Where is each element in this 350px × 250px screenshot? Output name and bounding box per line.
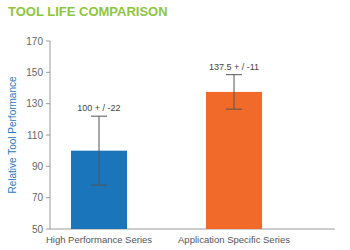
y-tick-label: 70 <box>32 192 44 203</box>
error-line <box>99 116 100 185</box>
error-cap <box>226 74 242 75</box>
y-tick-label: 130 <box>26 98 43 109</box>
error-cap <box>91 185 107 186</box>
x-tick-label: High Performance Series <box>46 234 152 245</box>
y-tick-label: 170 <box>26 36 43 47</box>
error-line <box>234 75 235 109</box>
error-bar <box>226 75 242 109</box>
y-tick-label: 110 <box>27 130 43 141</box>
y-tick <box>46 72 50 73</box>
y-axis-label: Relative Tool Performance <box>7 76 18 194</box>
bar <box>206 92 262 229</box>
y-tick <box>46 103 50 104</box>
data-label: 137.5 + / -11 <box>209 62 259 72</box>
chart-svg: TOOL LIFE COMPARISON Relative Tool Perfor… <box>0 0 350 250</box>
chart-container: TOOL LIFE COMPARISON Relative Tool Perfor… <box>0 0 350 250</box>
y-tick-label: 90 <box>32 161 44 172</box>
y-tick-label: 50 <box>32 224 44 235</box>
y-tick <box>46 197 50 198</box>
y-tick <box>46 41 50 42</box>
error-bar <box>91 116 107 185</box>
y-tick <box>46 166 50 167</box>
error-cap <box>91 116 107 117</box>
plot-area <box>71 75 262 229</box>
y-tick <box>46 229 50 230</box>
x-tick-label: Application Specific Series <box>178 234 290 245</box>
error-cap <box>226 109 242 110</box>
title: TOOL LIFE COMPARISON <box>8 4 168 19</box>
data-label: 100 + / -22 <box>77 103 120 113</box>
y-tick <box>46 135 50 136</box>
y-tick-label: 150 <box>26 67 43 78</box>
